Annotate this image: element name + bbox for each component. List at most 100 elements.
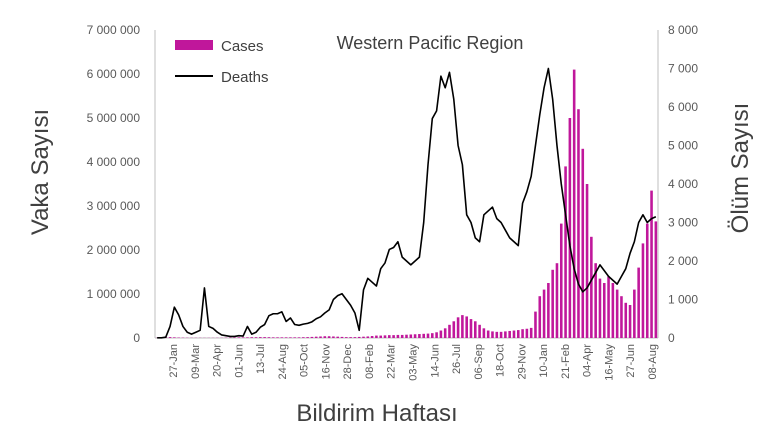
y-tick-right-label: 4 000 (668, 177, 698, 191)
cases-bar (529, 327, 533, 338)
cases-bar (293, 337, 297, 338)
cases-bar (319, 336, 322, 338)
cases-bar (263, 337, 266, 338)
cases-bar (267, 337, 271, 338)
x-tick-label: 06-Sep (473, 344, 485, 379)
cases-bar (443, 328, 447, 338)
cases-bar (641, 243, 645, 338)
cases-bar (323, 336, 327, 338)
cases-bar (585, 184, 589, 338)
cases-bar (392, 335, 395, 338)
x-axis-title: Bildirim Haftası (296, 400, 457, 427)
cases-bar (512, 330, 516, 338)
y-tick-left-label: 3 000 000 (87, 199, 141, 213)
cases-bar (547, 283, 550, 338)
x-tick-label: 28-Dec (342, 344, 354, 380)
y-tick-right-label: 3 000 (668, 216, 698, 230)
y-tick-right-label: 7 000 (668, 62, 698, 76)
x-tick-label: 10-Jan (538, 344, 550, 378)
cases-bar (491, 331, 494, 338)
left-y-ticks: 0 1 000 000 2 000 000 3 000 000 4 000 000 5 0… (87, 23, 141, 345)
cases-bar (461, 315, 464, 338)
x-tick-label: 29-Nov (516, 344, 528, 380)
y-tick-right-label: 5 000 (668, 139, 698, 153)
cases-bar (431, 333, 434, 338)
cases-bar (405, 334, 408, 338)
y-tick-right-label: 1 000 (668, 293, 698, 307)
cases-bar (314, 336, 318, 338)
y-tick-left-label: 4 000 000 (87, 155, 141, 169)
cases-bar (602, 283, 606, 338)
y-tick-right-label: 0 (668, 331, 675, 345)
cases-bar (173, 337, 176, 338)
x-tick-label: 26-Jul (451, 344, 463, 374)
cases-bar (452, 321, 456, 338)
cases-bar (271, 337, 275, 338)
y-tick-left-label: 2 000 000 (87, 243, 141, 257)
cases-bar (495, 331, 499, 338)
cases-bar (237, 337, 241, 338)
y-tick-right-label: 2 000 (668, 254, 698, 268)
cases-bar (345, 337, 348, 338)
cases-bar (422, 333, 425, 338)
cases-bar (362, 336, 365, 338)
cases-bar (615, 289, 619, 338)
cases-bar (276, 337, 279, 338)
cases-bar (340, 336, 344, 338)
cases-bar (542, 289, 546, 338)
legend: Cases Deaths (175, 38, 269, 86)
cases-bar (581, 148, 585, 338)
cases-bar (332, 336, 335, 338)
x-tick-label: 27-Jun (625, 344, 637, 378)
cases-bar (568, 118, 572, 338)
cases-bar (645, 223, 649, 338)
cases-bar (650, 190, 653, 338)
cases-bar (254, 337, 258, 338)
cases-bar (284, 337, 288, 338)
cases-bar (572, 69, 576, 338)
cases-bar (637, 267, 640, 338)
cases-bar (400, 334, 404, 338)
cases-bar (246, 337, 249, 338)
cases-bar (306, 337, 309, 338)
cases-bar (516, 330, 520, 338)
y-tick-right-label: 6 000 (668, 100, 698, 114)
cases-bar (413, 334, 417, 338)
cases-bar (607, 276, 610, 338)
cases-bar (551, 269, 554, 338)
cases-bar (297, 337, 301, 338)
cases-bar (383, 335, 387, 338)
y-axis-left-title: Vaka Sayısı (27, 109, 54, 235)
deaths-line-group (157, 67, 657, 339)
cases-bar (409, 334, 413, 338)
cases-bar (396, 334, 400, 338)
deaths-line (157, 67, 657, 339)
y-tick-left-label: 5 000 000 (87, 111, 141, 125)
cases-bar (456, 317, 460, 338)
cases-bar (448, 324, 451, 338)
cases-bar (525, 328, 529, 338)
x-tick-label: 18-Oct (495, 344, 507, 377)
cases-bar (482, 328, 486, 338)
cases-bar (280, 337, 284, 338)
cases-bar (289, 337, 292, 338)
cases-bar (594, 263, 597, 338)
cases-bar (241, 337, 245, 338)
x-tick-label: 20-Apr (212, 344, 224, 377)
cases-bar (366, 336, 370, 338)
cases-bar (310, 336, 314, 338)
cases-bar (233, 337, 236, 338)
cases-bar (620, 296, 623, 338)
cases-bar (370, 336, 374, 338)
x-tick-label: 05-Oct (299, 344, 311, 377)
x-tick-label: 03-May (408, 344, 420, 381)
cases-bar (336, 336, 339, 338)
x-tick-label: 08-Aug (647, 344, 659, 379)
cases-bar (611, 283, 615, 338)
legend-cases-label: Cases (221, 38, 264, 55)
legend-deaths-label: Deaths (221, 69, 269, 86)
x-tick-label: 16-Nov (320, 344, 332, 380)
x-tick-label: 22-Mar (386, 344, 398, 379)
cases-bar (624, 302, 628, 338)
cases-bars (155, 69, 658, 338)
